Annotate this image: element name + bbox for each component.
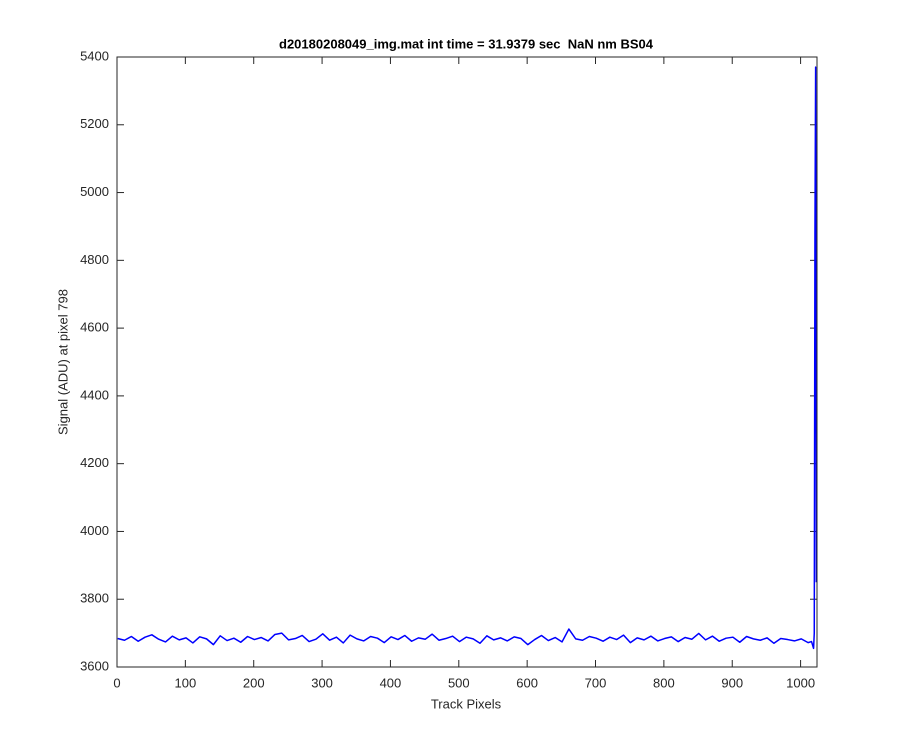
x-tick-label: 0	[113, 675, 120, 690]
x-tick-label: 500	[448, 675, 470, 690]
x-tick-label: 900	[721, 675, 743, 690]
y-axis-label: Signal (ADU) at pixel 798	[55, 289, 70, 435]
y-tick-label: 3800	[80, 591, 109, 606]
y-tick-label: 5200	[80, 116, 109, 131]
x-tick-label: 400	[380, 675, 402, 690]
y-tick-label: 4000	[80, 523, 109, 538]
data-line	[117, 66, 818, 650]
axes-box	[116, 56, 818, 668]
x-tick-label: 100	[175, 675, 197, 690]
x-tick-label: 200	[243, 675, 265, 690]
y-tick-label: 4800	[80, 252, 109, 267]
y-tick-label: 4600	[80, 320, 109, 335]
x-tick-label: 700	[585, 675, 607, 690]
x-tick-label: 600	[516, 675, 538, 690]
x-tick-label: 800	[653, 675, 675, 690]
chart-title: d20180208049_img.mat int time = 31.9379 …	[279, 36, 654, 51]
y-tick-label: 5400	[80, 48, 109, 63]
y-tick-label: 4200	[80, 455, 109, 470]
y-tick-label: 4400	[80, 387, 109, 402]
x-tick-label: 1000	[786, 675, 815, 690]
y-tick-label: 3600	[80, 658, 109, 673]
y-tick-label: 5000	[80, 184, 109, 199]
x-axis-label: Track Pixels	[431, 696, 502, 711]
x-tick-label: 300	[311, 675, 333, 690]
